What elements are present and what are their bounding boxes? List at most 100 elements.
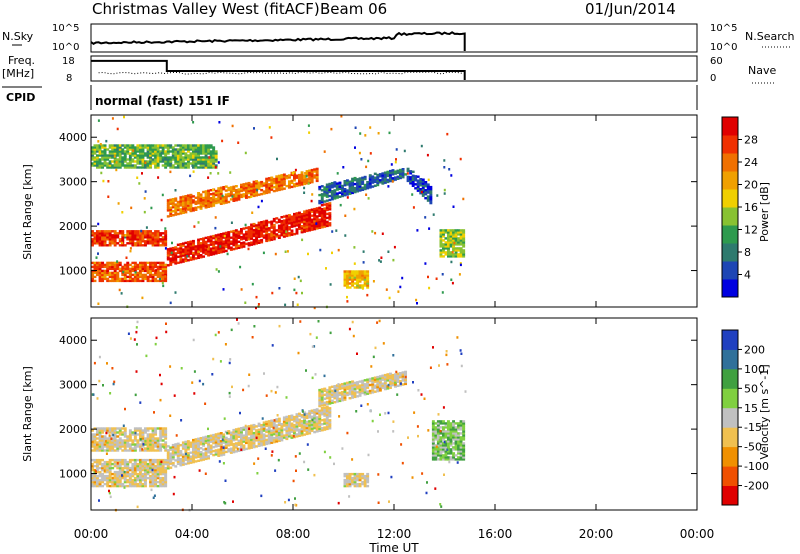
echo-cell	[116, 472, 120, 476]
echo-cell	[421, 190, 425, 193]
echo-cell	[285, 220, 289, 224]
echo-cell	[174, 197, 178, 200]
echo-cell	[141, 472, 145, 476]
echo-cell	[108, 273, 112, 277]
echo-cell	[91, 468, 94, 472]
echo-cell	[462, 458, 466, 461]
echo-cell	[212, 445, 216, 449]
echo-cell	[244, 151, 247, 155]
echo-cell	[116, 449, 120, 452]
echo-cell	[394, 379, 397, 382]
echo-cell	[113, 464, 117, 468]
echo-cell	[267, 185, 271, 188]
echo-cell	[98, 146, 102, 149]
echo-cell	[106, 279, 110, 283]
echo-cell	[439, 440, 443, 443]
echo-cell	[295, 427, 299, 430]
echo-cell	[371, 419, 374, 423]
echo-cell	[136, 466, 140, 470]
echo-cell	[133, 277, 137, 281]
echo-cell	[290, 231, 294, 234]
echo-cell	[439, 420, 443, 423]
echo-cell	[181, 150, 185, 153]
echo-cell	[149, 427, 153, 430]
echo-cell	[202, 442, 206, 445]
echo-cell	[93, 464, 97, 468]
echo-cell	[218, 460, 221, 463]
echo-cell	[383, 387, 387, 391]
echo-cell	[442, 233, 445, 236]
echo-cell	[131, 468, 135, 472]
echo-cell	[202, 247, 206, 250]
echo-cell	[136, 484, 140, 488]
echo-cell	[156, 156, 160, 159]
echo-cell	[310, 208, 314, 211]
echo-cell	[174, 262, 178, 265]
echo-cell	[381, 178, 385, 181]
echo-cell	[207, 160, 211, 163]
echo-cell	[166, 148, 170, 151]
echo-cell	[222, 453, 226, 456]
echo-cell	[186, 247, 190, 250]
echo-cell	[93, 476, 97, 480]
echo-cell	[267, 420, 271, 423]
echo-cell	[295, 433, 299, 436]
echo-cell	[447, 426, 450, 429]
echo-cell	[265, 438, 269, 442]
echo-cell	[406, 177, 410, 181]
echo-cell	[149, 449, 153, 452]
echo-cell	[361, 472, 365, 476]
echo-cell	[113, 431, 117, 434]
echo-cell	[290, 221, 294, 224]
echo-cell	[209, 444, 213, 447]
echo-cell	[93, 480, 97, 484]
echo-cell	[331, 251, 333, 255]
echo-cell	[333, 395, 337, 398]
echo-cell	[232, 438, 236, 442]
echo-cell	[265, 231, 269, 235]
echo-cell	[267, 424, 271, 427]
echo-cell	[224, 440, 228, 444]
echo-cell	[194, 206, 198, 209]
echo-cell	[174, 443, 178, 446]
echo-cell	[223, 417, 226, 420]
echo-cell	[353, 246, 356, 249]
echo-cell	[361, 482, 365, 486]
echo-cell	[320, 224, 324, 227]
echo-cell	[123, 480, 127, 484]
echo-cell	[277, 236, 281, 239]
echo-cell	[237, 441, 241, 444]
echo-cell	[189, 451, 193, 454]
echo-cell	[315, 225, 319, 228]
echo-cell	[394, 373, 397, 376]
echo-cell	[460, 352, 463, 355]
echo-cell	[308, 213, 312, 216]
echo-cell	[247, 443, 251, 446]
echo-cell	[297, 351, 300, 355]
echo-cell	[267, 179, 271, 182]
echo-cell	[96, 230, 99, 233]
echo-cell	[346, 189, 349, 192]
echo-cell	[449, 452, 453, 455]
echo-cell	[363, 389, 367, 392]
echo-cell	[255, 180, 259, 183]
echo-cell	[338, 185, 342, 188]
echo-cell	[454, 432, 458, 435]
echo-cell	[237, 433, 241, 436]
echo-cell	[101, 156, 105, 159]
echo-cell	[317, 320, 320, 323]
echo-cell	[189, 158, 193, 161]
echo-cell	[133, 230, 137, 233]
echo-cell	[406, 169, 410, 173]
echo-cell	[265, 239, 269, 243]
echo-cell	[346, 474, 349, 478]
echo-cell	[131, 447, 135, 450]
echo-cell	[282, 416, 286, 419]
echo-cell	[365, 193, 368, 196]
echo-cell	[424, 183, 428, 186]
echo-cell	[240, 447, 243, 450]
echo-cell	[320, 193, 324, 196]
colorbar-swatch	[722, 485, 738, 506]
echo-cell	[194, 438, 198, 441]
echo-cell	[136, 162, 140, 165]
